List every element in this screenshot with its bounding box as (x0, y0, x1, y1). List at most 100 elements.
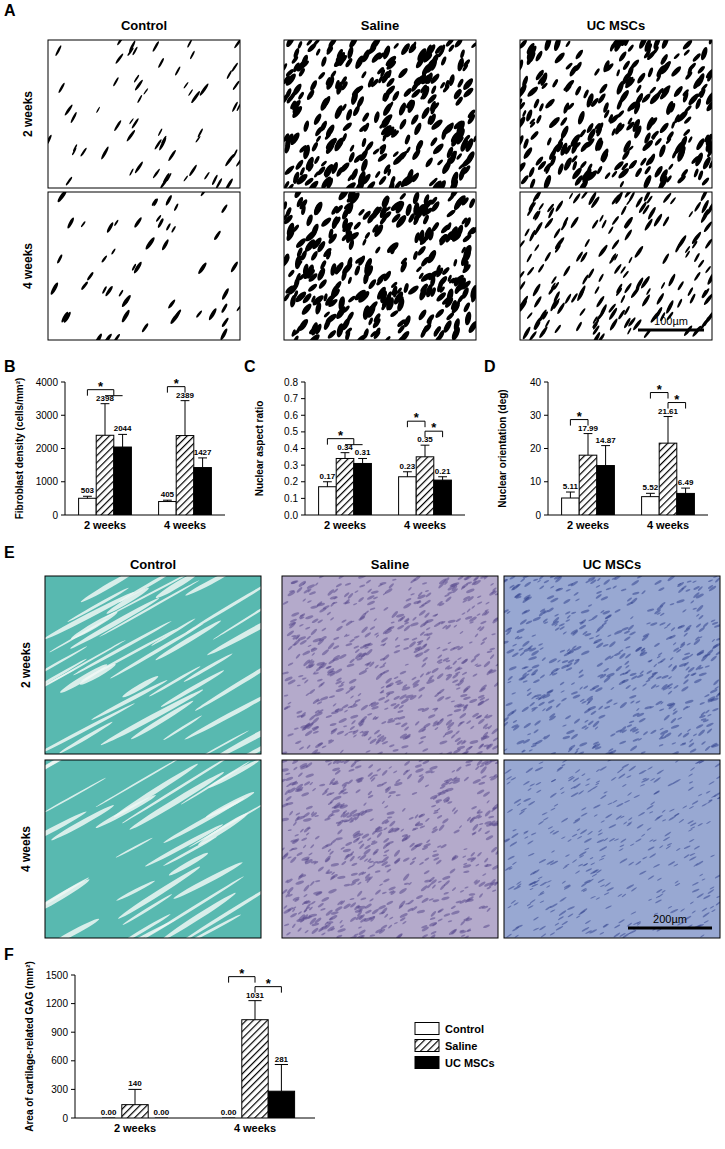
nucleus (526, 207, 533, 217)
nucleus (614, 608, 621, 613)
nucleus (354, 699, 361, 703)
nucleus (604, 614, 612, 620)
nucleus (315, 48, 321, 56)
nucleus (434, 613, 439, 617)
nucleus (466, 720, 472, 725)
nucleus (329, 722, 336, 726)
nucleus (347, 173, 355, 182)
nucleus (341, 619, 347, 623)
nucleus (403, 625, 411, 632)
nucleus (456, 153, 463, 161)
nucleus (599, 214, 604, 222)
nucleus (466, 608, 471, 613)
nucleus (392, 150, 399, 157)
nucleus (547, 607, 555, 613)
nucleus (306, 635, 312, 640)
nucleus (616, 99, 624, 111)
nucleus (484, 611, 490, 616)
nucleus (354, 54, 366, 70)
nucleus (447, 641, 451, 644)
nucleus (542, 161, 553, 173)
nucleus (445, 596, 452, 603)
nucleus (700, 83, 708, 91)
nucleus (167, 149, 177, 162)
nucleus (459, 712, 467, 719)
nucleus (200, 192, 207, 197)
nucleus (282, 671, 289, 675)
nucleus (555, 702, 561, 708)
nucleus (428, 713, 436, 719)
nucleus (417, 56, 423, 64)
nucleus (302, 144, 311, 160)
nucleus (421, 707, 429, 713)
nucleus (542, 174, 552, 188)
nucleus (432, 707, 438, 710)
nucleus (465, 615, 473, 620)
nucleus (512, 643, 517, 647)
nucleus (188, 89, 194, 96)
nucleus (553, 291, 561, 303)
nucleus (492, 587, 497, 592)
nucleus (287, 645, 293, 650)
nucleus (345, 108, 354, 121)
nucleus (590, 196, 601, 209)
nucleus (531, 283, 541, 297)
nucleus (459, 49, 465, 59)
nucleus (440, 44, 446, 54)
nucleus (331, 710, 339, 714)
nucleus (167, 299, 176, 310)
nucleus (537, 263, 545, 273)
nucleus (418, 286, 429, 302)
nucleus (680, 743, 687, 747)
nucleus (419, 631, 425, 636)
nucleus (680, 168, 689, 178)
nucleus (489, 654, 495, 660)
nucleus (677, 281, 685, 291)
nucleus (426, 679, 435, 685)
nucleus (297, 91, 305, 101)
nucleus (366, 303, 378, 319)
nucleus (643, 51, 650, 59)
nucleus (581, 192, 589, 199)
nucleus (152, 41, 160, 53)
nucleus (658, 144, 667, 158)
nucleus (296, 710, 303, 714)
nucleus (569, 133, 582, 148)
nucleus (490, 583, 494, 587)
nucleus (554, 236, 566, 250)
nucleus (529, 178, 536, 188)
nucleus (557, 163, 565, 176)
nucleus (332, 54, 347, 69)
nucleus (387, 719, 396, 724)
nucleus (444, 80, 450, 90)
nucleus (693, 252, 700, 262)
nucleus (460, 196, 469, 206)
nucleus (349, 192, 361, 205)
nucleus (390, 244, 397, 255)
nucleus (623, 40, 630, 47)
nucleus (385, 241, 400, 255)
nucleus (591, 219, 599, 229)
nucleus (643, 731, 649, 736)
nucleus (376, 66, 385, 75)
nucleus (436, 281, 444, 293)
nucleus (104, 285, 114, 297)
nucleus (382, 270, 392, 282)
nucleus (492, 617, 498, 624)
nucleus (345, 225, 353, 235)
nucleus (613, 160, 625, 172)
nucleus (330, 161, 339, 175)
nucleus (236, 305, 240, 312)
nucleus (599, 148, 610, 163)
nucleus (383, 606, 389, 611)
nucleus (287, 701, 291, 705)
nucleus (417, 591, 423, 597)
nucleus (595, 311, 604, 322)
nucleus (373, 330, 382, 340)
nucleus (559, 142, 569, 157)
nucleus (395, 722, 401, 725)
nucleus (113, 333, 121, 340)
nucleus (419, 92, 427, 100)
nucleus (652, 40, 662, 50)
nucleus (374, 246, 381, 254)
